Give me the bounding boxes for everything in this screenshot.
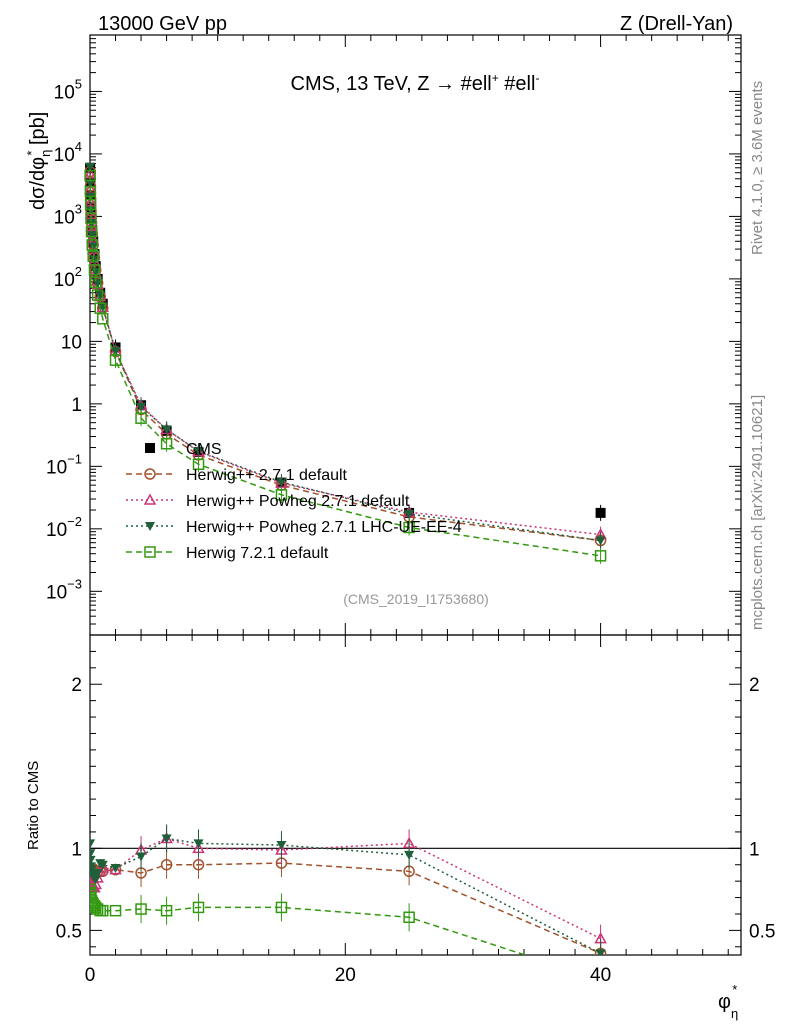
main-data-point bbox=[595, 507, 606, 518]
header-left-label: 13000 GeV pp bbox=[98, 13, 227, 35]
ratio-y-tick-label-left: 2 bbox=[71, 675, 82, 696]
ratio-data-point bbox=[90, 839, 96, 849]
main-data-point bbox=[85, 212, 97, 225]
y-tick-label: 1 bbox=[71, 395, 82, 416]
main-data-point bbox=[275, 489, 288, 501]
ratio-data-point bbox=[135, 903, 147, 915]
ratio-data-point bbox=[110, 864, 121, 874]
main-data-point bbox=[84, 198, 97, 211]
main-plot-area: 10−3 10−2 10−1 1 10 102 103 104 105 bbox=[46, 34, 742, 636]
ratio-y-tick-label-right: 2 bbox=[749, 675, 760, 696]
main-data-point bbox=[110, 347, 121, 357]
y-tick-label: 10 bbox=[61, 332, 82, 353]
y-tick-label: 10−2 bbox=[46, 514, 82, 541]
main-data-point bbox=[84, 185, 97, 198]
legend-entry-label: Herwig++ Powheg 2.7.1 LHC-UE-EE-4 bbox=[186, 519, 462, 536]
main-data-point bbox=[594, 550, 607, 562]
ratio-data-point bbox=[160, 904, 173, 917]
legend-marker bbox=[144, 546, 156, 558]
legend-entry-label: Herwig 7.2.1 default bbox=[186, 545, 329, 562]
ratio-data-point bbox=[97, 904, 109, 917]
main-data-point bbox=[85, 162, 96, 172]
ratio-data-point bbox=[193, 839, 204, 849]
main-data-point bbox=[85, 225, 98, 238]
ratio-series-group bbox=[90, 824, 607, 955]
main-data-point bbox=[403, 521, 415, 534]
main-data-point bbox=[161, 425, 172, 435]
legend: CMS Herwig++ 2.7.1 default Herwig++ Powheg… bbox=[126, 441, 462, 562]
ratio-y-tick-label-left: 0.5 bbox=[56, 921, 82, 942]
ratio-plot-frame bbox=[89, 634, 742, 956]
y-tick-label: 104 bbox=[54, 139, 82, 166]
ratio-data-point bbox=[109, 904, 122, 917]
main-series-line bbox=[89, 166, 601, 542]
ratio-data-point bbox=[161, 834, 172, 844]
header-right-label: Z (Drell-Yan) bbox=[620, 13, 733, 35]
y-tick-label: 10−1 bbox=[46, 451, 82, 478]
main-y-axis-label: dσ/dφη* [pb] bbox=[24, 112, 53, 210]
ratio-data-point bbox=[276, 841, 287, 851]
main-data-point bbox=[90, 267, 101, 277]
main-data-point bbox=[91, 289, 104, 301]
y-tick-label: 10−3 bbox=[46, 576, 82, 603]
rivet-version-label: Rivet 4.1.0, ≥ 3.6M events bbox=[749, 81, 766, 255]
ratio-data-point bbox=[97, 860, 108, 870]
main-data-point bbox=[97, 313, 109, 325]
main-data-point bbox=[109, 354, 122, 366]
main-data-point bbox=[89, 276, 102, 289]
legend-marker bbox=[145, 522, 155, 531]
main-data-point bbox=[135, 412, 147, 424]
main-data-point bbox=[192, 458, 205, 471]
ratio-y-tick-label-left: 1 bbox=[71, 839, 82, 860]
main-data-point bbox=[85, 179, 96, 189]
legend-entry-label: Herwig++ Powheg 2.7.1 default bbox=[186, 493, 410, 510]
main-data-point bbox=[88, 264, 101, 276]
ratio-data-point bbox=[595, 949, 606, 955]
main-data-point bbox=[88, 236, 99, 247]
main-data-point bbox=[276, 478, 287, 488]
x-tick-label: 40 bbox=[590, 965, 611, 986]
ratio-data-point bbox=[403, 911, 415, 924]
y-tick-label: 102 bbox=[54, 264, 82, 291]
ratio-data-point bbox=[275, 901, 288, 914]
x-tick-label: 0 bbox=[85, 965, 96, 986]
legend-marker bbox=[144, 468, 156, 480]
ratio-data-point bbox=[136, 852, 147, 862]
main-data-point bbox=[87, 250, 99, 263]
y-tick-label: 105 bbox=[54, 76, 82, 103]
analysis-watermark: (CMS_2019_I1753680) bbox=[343, 591, 489, 607]
main-data-point bbox=[86, 239, 99, 251]
legend-entry-label: CMS bbox=[186, 441, 222, 458]
main-data-point bbox=[84, 169, 96, 182]
main-chart-title: CMS, 13 TeV, Z → #ell+ #ell- bbox=[291, 71, 540, 95]
x-tick-label: 20 bbox=[335, 965, 356, 986]
ratio-data-point bbox=[92, 868, 103, 878]
ratio-data-point bbox=[160, 858, 173, 871]
main-data-point bbox=[193, 447, 204, 457]
ratio-y-tick-label-right: 0.5 bbox=[749, 921, 775, 942]
y-tick-label: 103 bbox=[54, 201, 82, 228]
main-data-point bbox=[160, 437, 173, 450]
x-axis-label: φη* bbox=[718, 982, 738, 1021]
ratio-data-point bbox=[192, 901, 205, 914]
ratio-y-axis-label: Ratio to CMS bbox=[25, 761, 42, 850]
ratio-data-point bbox=[404, 850, 415, 860]
mcplots-label: mcplots.cern.ch [arXiv:2401.10621] bbox=[749, 395, 766, 630]
ratio-plot-area: 0.5 0.51 12 20 20 40 bbox=[56, 634, 775, 986]
legend-marker bbox=[143, 493, 157, 505]
ratio-data-point bbox=[109, 863, 122, 875]
main-data-point bbox=[89, 255, 100, 265]
main-data-point bbox=[595, 536, 606, 546]
main-data-point bbox=[136, 402, 147, 412]
legend-entry-label: Herwig++ 2.7.1 default bbox=[186, 467, 348, 484]
ratio-data-point bbox=[90, 875, 101, 885]
main-data-point bbox=[404, 509, 415, 519]
legend-marker bbox=[145, 443, 155, 453]
main-series-line bbox=[89, 171, 601, 542]
ratio-y-tick-label-right: 1 bbox=[749, 839, 760, 860]
